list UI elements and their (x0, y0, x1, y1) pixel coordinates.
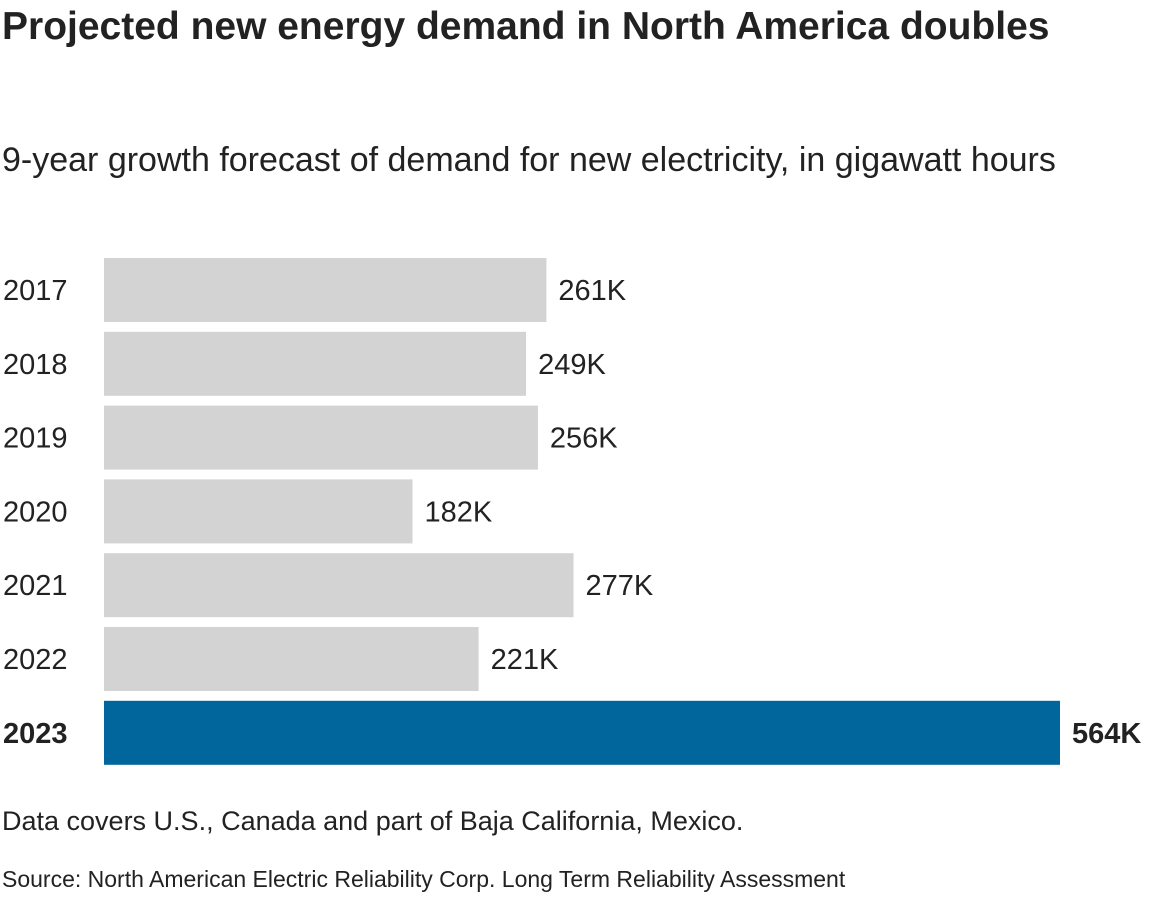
bar-2023 (104, 700, 1060, 765)
bar-2022 (104, 627, 479, 691)
value-label: 221K (491, 644, 559, 676)
category-label: 2019 (3, 423, 68, 455)
category-label: 2021 (3, 570, 68, 602)
chart-source: Source: North American Electric Reliabil… (2, 866, 846, 892)
chart-title: Projected new energy demand in North Ame… (2, 5, 1050, 48)
value-label: 564K (1072, 718, 1141, 750)
value-label: 277K (586, 570, 654, 602)
value-label: 249K (538, 349, 606, 381)
bar-chart: 2017 261K 2018 249K 2019 256K 2020 182K 2021 277K… (3, 258, 1141, 765)
bar-2020 (104, 479, 413, 544)
category-label: 2018 (3, 349, 68, 381)
value-label: 261K (558, 275, 626, 307)
bar-2021 (104, 553, 574, 618)
bar-2019 (104, 405, 538, 470)
bar-2017 (104, 258, 547, 322)
category-label: 2022 (3, 644, 68, 676)
chart-note: Data covers U.S., Canada and part of Baj… (2, 806, 744, 836)
chart-subtitle: 9-year growth forecast of demand for new… (2, 141, 1056, 179)
bar-2018 (104, 331, 527, 396)
value-label: 256K (550, 423, 618, 455)
category-label: 2017 (3, 275, 68, 307)
category-label: 2023 (3, 718, 68, 750)
category-label: 2020 (3, 496, 68, 528)
value-label: 182K (424, 496, 492, 528)
